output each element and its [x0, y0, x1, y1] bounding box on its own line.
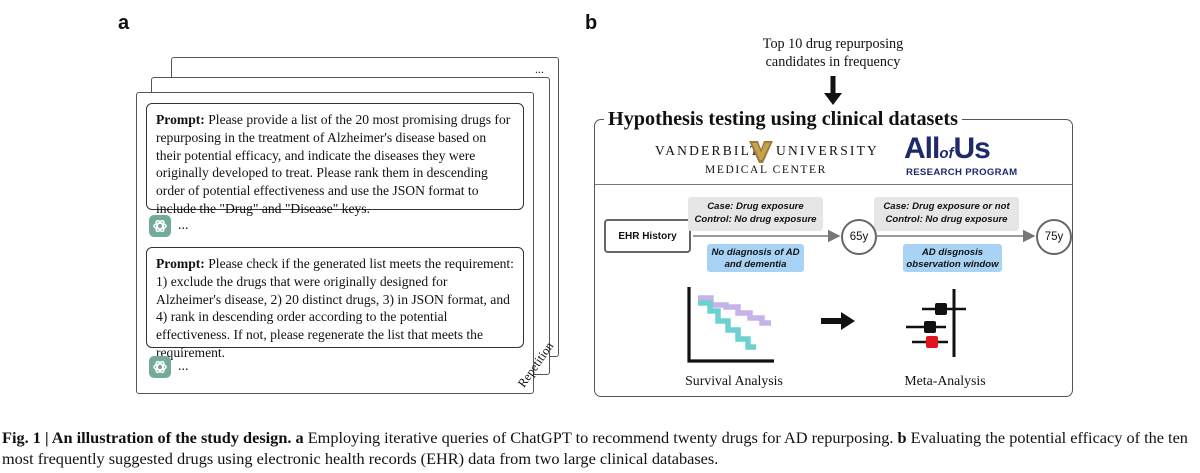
survival-analysis-label: Survival Analysis	[685, 373, 783, 388]
response-ellipsis-1: ...	[178, 218, 189, 233]
vanderbilt-logo: VANDERBILT UNIVERSITY MEDICAL CENTER	[655, 141, 877, 181]
caption-b-text: Evaluating the potential efficacy of the…	[2, 428, 1188, 468]
age-65-circle: 65y	[841, 219, 877, 255]
grey2-line2: Control: No drug exposure	[885, 214, 1008, 225]
survival-curve-icon	[687, 287, 774, 363]
figure-caption: Fig. 1 | An illustration of the study de…	[2, 427, 1198, 469]
hypothesis-title: Hypothesis testing using clinical datase…	[604, 106, 962, 132]
no-diagnosis-box: No diagnosis of AD and dementia	[707, 244, 804, 272]
chatgpt-logo-icon	[153, 360, 167, 374]
caption-b-letter: b	[897, 428, 907, 447]
top-text-line-1: Top 10 drug repurposing	[762, 36, 904, 52]
case-control-box-1: Case: Drug exposure Control: No drug exp…	[688, 197, 823, 231]
down-arrow-icon	[824, 76, 842, 105]
prompt-2-text: Please check if the generated list meets…	[156, 256, 514, 360]
blue2-line2: observation window	[906, 259, 999, 270]
allofus-subtitle: RESEARCH PROGRAM	[906, 167, 1018, 178]
allofus-logo: AllofUs RESEARCH PROGRAM	[904, 132, 1034, 180]
caption-fig-label: Fig. 1 | An illustration of the study de…	[2, 428, 292, 447]
age-65-label: 65y	[849, 231, 869, 243]
prompt-box-2: Prompt: Please check if the generated li…	[146, 247, 524, 360]
chatgpt-logo-icon	[153, 219, 167, 233]
prompt-2-label: Prompt:	[156, 256, 205, 271]
logo-divider	[595, 184, 1072, 185]
prompt-1-text: Please provide a list of the 20 most pro…	[156, 112, 511, 216]
chatgpt-icon	[149, 215, 171, 237]
meta-analysis-label: Meta-Analysis	[904, 373, 986, 388]
blue1-line1: No diagnosis of AD	[711, 247, 800, 258]
allofus-us: Us	[953, 132, 991, 165]
vanderbilt-wordmark-left: VANDERBILT	[655, 143, 761, 158]
timeline-connectors	[693, 229, 1036, 243]
top-text-line-2: candidates in frequency	[765, 54, 901, 70]
allofus-of: of	[939, 145, 954, 162]
vanderbilt-subtitle: MEDICAL CENTER	[705, 164, 827, 176]
case-control-box-2: Case: Drug exposure or not Control: No d…	[874, 197, 1019, 231]
grey1-line1: Case: Drug exposure	[707, 201, 804, 212]
panel-a-letter: a	[118, 12, 130, 34]
grey1-line2: Control: No drug exposure	[694, 214, 817, 225]
caption-a-letter: a	[295, 428, 304, 447]
response-ellipsis-2: ...	[178, 359, 189, 374]
ehr-history-box: EHR History	[604, 219, 691, 253]
grey2-line1: Case: Drug exposure or not	[883, 201, 1010, 212]
panel-b-letter: b	[585, 12, 598, 34]
forest-plot-icon	[906, 289, 966, 357]
age-75-circle: 75y	[1036, 219, 1072, 255]
prompt-1-label: Prompt:	[156, 112, 205, 127]
blue2-line1: AD disgnosis	[921, 247, 984, 258]
allofus-wordmark: AllofUs	[904, 132, 991, 166]
caption-a-text: Employing iterative queries of ChatGPT t…	[303, 428, 894, 447]
vanderbilt-v-icon	[749, 141, 773, 163]
blue1-line2: and dementia	[724, 259, 787, 270]
right-arrow-icon	[821, 312, 855, 330]
observation-window-box: AD disgnosis observation window	[903, 244, 1002, 272]
ehr-history-label: EHR History	[618, 230, 677, 242]
top-candidates-text: Top 10 drug repurposing candidates in fr…	[733, 35, 933, 71]
prompt-box-1: Prompt: Please provide a list of the 20 …	[146, 103, 524, 216]
allofus-all: All	[904, 132, 940, 165]
stack-dots: ...	[535, 62, 544, 76]
vanderbilt-wordmark-right: UNIVERSITY	[776, 143, 879, 158]
age-75-label: 75y	[1044, 231, 1064, 243]
chatgpt-icon	[149, 356, 171, 378]
